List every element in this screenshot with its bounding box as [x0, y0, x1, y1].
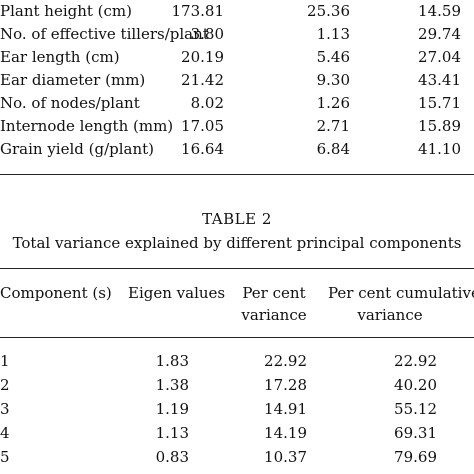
sd-value: 1.26	[316, 94, 350, 112]
mean-value: 20.19	[181, 48, 224, 66]
header-component: Component (s)	[0, 284, 112, 302]
mean-value: 17.05	[181, 117, 224, 135]
percent-variance: 22.92	[264, 352, 307, 370]
percent-variance: 10.37	[264, 448, 307, 466]
trait-label: Ear diameter (mm)	[0, 71, 146, 89]
table-row: No. of nodes/plant 8.02 1.26 15.71	[0, 92, 474, 115]
table-row: Ear diameter (mm) 21.42 9.30 43.41	[0, 69, 474, 92]
table-row: Ear length (cm) 20.19 5.46 27.04	[0, 46, 474, 69]
mean-value: 16.64	[181, 140, 224, 158]
component-number: 2	[0, 376, 10, 394]
eigen-value: 1.19	[155, 400, 189, 418]
cumulative-variance: 22.92	[394, 352, 437, 370]
percent-variance: 14.19	[264, 424, 307, 442]
component-number: 5	[0, 448, 10, 466]
cv-value: 15.89	[418, 117, 461, 135]
trait-label: Internode length (mm)	[0, 117, 174, 135]
table-row: 3 1.19 14.91 55.12	[0, 397, 474, 421]
percent-variance: 17.28	[264, 376, 307, 394]
table-2-header-rule	[0, 337, 474, 338]
eigen-value: 1.83	[155, 352, 189, 370]
percent-variance: 14.91	[264, 400, 307, 418]
table-row: 1 1.83 22.92 22.92	[0, 349, 474, 373]
cv-value: 43.41	[418, 71, 461, 89]
eigen-value: 0.83	[155, 448, 189, 466]
cv-value: 15.71	[418, 94, 461, 112]
component-number: 4	[0, 424, 10, 442]
sd-value: 6.84	[316, 140, 350, 158]
mean-value: 21.42	[181, 71, 224, 89]
component-number: 1	[0, 352, 10, 370]
trait-label: No. of effective tillers/plant	[0, 25, 209, 43]
trait-label: Ear length (cm)	[0, 48, 120, 66]
trait-label: Plant height (cm)	[0, 2, 133, 20]
trait-label: No. of nodes/plant	[0, 94, 140, 112]
eigen-value: 1.38	[155, 376, 189, 394]
cv-value: 27.04	[418, 48, 461, 66]
table-row: Grain yield (g/plant) 16.64 6.84 41.10	[0, 138, 474, 161]
mean-value: 3.80	[190, 25, 224, 43]
table-2-subtitle: Total variance explained by different pr…	[12, 234, 462, 252]
cv-value: 14.59	[418, 2, 461, 20]
table-2-top-rule	[0, 268, 474, 269]
table-1-bottom-rule	[0, 174, 474, 175]
table-2-title: TABLE 2	[202, 210, 272, 228]
header-cumulative-line-1: Per cent cumulative	[328, 284, 474, 302]
eigen-value: 1.13	[155, 424, 189, 442]
sd-value: 25.36	[307, 2, 350, 20]
table-row: No. of effective tillers/plant 3.80 1.13…	[0, 23, 474, 46]
table-1: Plant height (cm) 173.81 25.36 14.59 No.…	[0, 0, 474, 161]
sd-value: 1.13	[316, 25, 350, 43]
header-eigen-values: Eigen values	[128, 284, 226, 302]
header-cumulative-line-2: variance	[357, 306, 423, 324]
mean-value: 173.81	[171, 2, 225, 20]
trait-label: Grain yield (g/plant)	[0, 140, 155, 158]
table-row: 5 0.83 10.37 79.69	[0, 445, 474, 469]
table-row: 4 1.13 14.19 69.31	[0, 421, 474, 445]
mean-value: 8.02	[190, 94, 224, 112]
sd-value: 5.46	[316, 48, 350, 66]
cv-value: 29.74	[418, 25, 461, 43]
cumulative-variance: 55.12	[394, 400, 437, 418]
component-number: 3	[0, 400, 10, 418]
cv-value: 41.10	[418, 140, 461, 158]
table-row: Internode length (mm) 17.05 2.71 15.89	[0, 115, 474, 138]
table-row: Plant height (cm) 173.81 25.36 14.59	[0, 0, 474, 23]
cumulative-variance: 40.20	[394, 376, 437, 394]
sd-value: 2.71	[316, 117, 350, 135]
header-per-cent-line-2: variance	[241, 306, 307, 324]
sd-value: 9.30	[316, 71, 350, 89]
header-per-cent-line-1: Per cent	[242, 284, 306, 302]
table-row: 2 1.38 17.28 40.20	[0, 373, 474, 397]
cumulative-variance: 79.69	[394, 448, 437, 466]
cumulative-variance: 69.31	[394, 424, 437, 442]
